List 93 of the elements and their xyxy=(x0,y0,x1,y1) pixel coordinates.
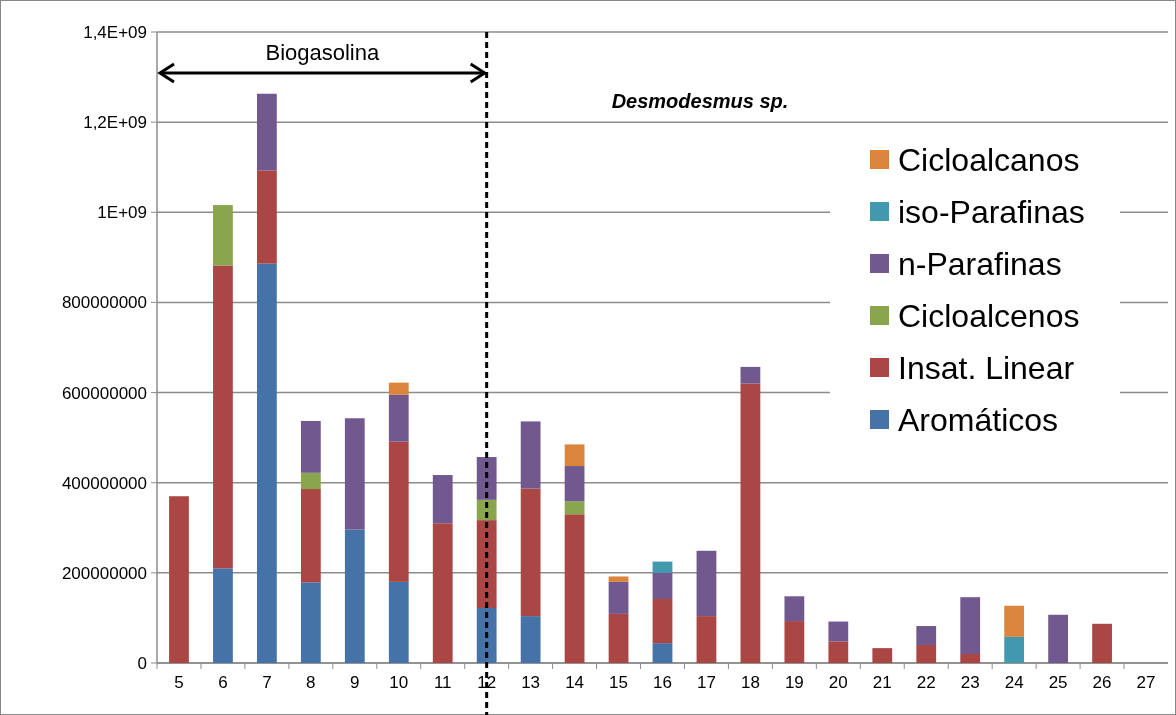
x-tick-label: 5 xyxy=(174,673,184,692)
bar xyxy=(564,444,585,467)
bar xyxy=(960,597,981,654)
bar xyxy=(520,421,541,489)
bar xyxy=(169,496,189,663)
bar xyxy=(432,475,453,524)
bar xyxy=(784,596,805,622)
bar xyxy=(652,561,673,573)
x-tick-label: 16 xyxy=(653,673,672,692)
x-tick-label: 25 xyxy=(1048,673,1068,692)
bar xyxy=(740,366,761,384)
bar xyxy=(608,613,629,663)
bar xyxy=(257,93,277,171)
x-tick-label: 14 xyxy=(565,673,585,692)
bar xyxy=(432,523,453,663)
bar xyxy=(476,499,497,521)
bar xyxy=(916,626,937,645)
bar xyxy=(213,568,233,663)
bar xyxy=(520,488,541,617)
x-tick-label: 19 xyxy=(784,673,804,692)
bar xyxy=(344,529,365,663)
x-tick-label: 22 xyxy=(916,673,936,692)
x-tick-label: 6 xyxy=(218,673,228,692)
bar xyxy=(388,441,409,582)
x-tick-label: 18 xyxy=(740,673,760,692)
x-tick-label: 8 xyxy=(306,673,316,692)
bar xyxy=(608,581,629,614)
x-tick-label: 23 xyxy=(960,673,980,692)
y-tick-label: 0 xyxy=(137,653,147,673)
x-tick-label: 9 xyxy=(350,673,360,692)
legend-label: Cicloalcanos xyxy=(898,142,1080,179)
bar xyxy=(916,644,937,663)
bar xyxy=(696,616,717,663)
legend-label: Aromáticos xyxy=(898,402,1059,439)
bar xyxy=(1004,605,1025,637)
x-tick-label: 21 xyxy=(872,673,892,692)
bar xyxy=(740,383,761,663)
x-tick-label: 24 xyxy=(1004,673,1024,692)
bar xyxy=(388,382,409,395)
bar xyxy=(784,621,805,663)
bar xyxy=(213,265,233,569)
bar xyxy=(300,420,321,473)
legend-label: n-Parafinas xyxy=(898,246,1062,283)
x-tick-label: 12 xyxy=(477,673,497,692)
annotation: Desmodesmus sp. xyxy=(611,90,789,112)
y-tick-label: 800000000 xyxy=(61,293,147,313)
bar xyxy=(388,394,409,442)
x-tick-label: 7 xyxy=(262,673,272,692)
y-tick-label: 400000000 xyxy=(61,473,147,493)
bar xyxy=(300,472,321,490)
y-tick-label: 600000000 xyxy=(61,383,147,403)
bar xyxy=(652,643,673,663)
bar xyxy=(388,581,409,663)
x-tick-label: 17 xyxy=(697,673,716,692)
y-tick-label: 1,4E+09 xyxy=(83,22,147,42)
bar xyxy=(564,514,585,663)
legend-label: Insat. Linear xyxy=(898,350,1075,387)
bar xyxy=(564,501,585,515)
bar xyxy=(520,616,541,663)
legend-label: iso-Parafinas xyxy=(898,194,1085,231)
bar xyxy=(564,466,585,502)
x-tick-label: 13 xyxy=(521,673,541,692)
bar xyxy=(1048,614,1068,663)
bar xyxy=(476,520,497,609)
x-tick-label: 20 xyxy=(828,673,848,692)
x-tick-label: 26 xyxy=(1092,673,1112,692)
bar xyxy=(828,621,849,642)
bar xyxy=(476,608,497,663)
bar xyxy=(213,205,233,266)
bar xyxy=(828,641,849,663)
bar xyxy=(696,550,717,617)
bar xyxy=(257,263,277,663)
bar xyxy=(476,457,497,500)
bar xyxy=(652,599,673,644)
x-tick-label: 27 xyxy=(1136,673,1156,692)
bar xyxy=(960,653,981,663)
x-tick-label: 11 xyxy=(433,673,452,692)
x-tick-label: 15 xyxy=(609,673,628,692)
annotation: Biogasolina xyxy=(265,40,380,65)
legend-label: Cicloalcenos xyxy=(898,298,1080,335)
y-tick-label: 1E+09 xyxy=(97,203,147,223)
bar xyxy=(344,418,365,530)
bar xyxy=(652,572,673,599)
y-tick-label: 200000000 xyxy=(61,563,147,583)
y-tick-label: 1,2E+09 xyxy=(83,113,147,133)
bar xyxy=(257,170,277,264)
bar xyxy=(1004,636,1025,663)
bar xyxy=(608,576,629,582)
bar xyxy=(300,582,321,663)
bar xyxy=(872,648,893,663)
bar xyxy=(1092,623,1112,663)
x-tick-label: 10 xyxy=(389,673,409,692)
bar xyxy=(300,489,321,583)
